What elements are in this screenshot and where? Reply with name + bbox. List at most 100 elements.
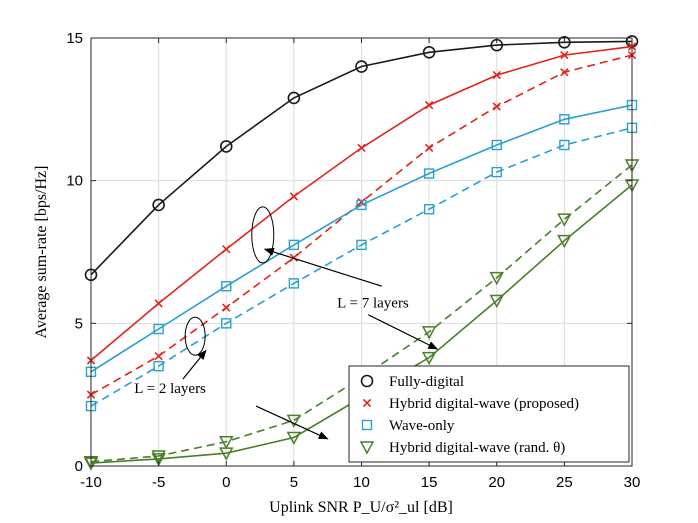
- data-point: [489, 294, 505, 309]
- marker-circle: [152, 198, 165, 212]
- data-point: [357, 143, 366, 153]
- data-point: [222, 244, 231, 254]
- marker-triangle: [359, 441, 375, 455]
- legend-marker: [359, 441, 375, 455]
- data-point: [421, 351, 437, 366]
- marker-square: [423, 203, 435, 215]
- data-point: [424, 100, 434, 110]
- legend-item: Fully-digital: [360, 374, 464, 390]
- marker-circle: [422, 45, 436, 59]
- ticks: [90, 37, 633, 467]
- y-tick-label: 5: [75, 315, 83, 332]
- marker-triangle: [557, 213, 572, 227]
- arrow-L7-to-green: [367, 314, 439, 350]
- x-tick-label: -10: [80, 474, 102, 491]
- marker-triangle: [421, 326, 437, 340]
- marker-cross: [154, 299, 163, 308]
- data-point: [152, 198, 165, 212]
- data-point: [423, 203, 435, 215]
- marker-cross: [424, 143, 434, 153]
- data-point: [557, 213, 572, 227]
- legend-label: Wave-only: [389, 418, 455, 434]
- marker-circle: [355, 60, 368, 73]
- marker-triangle: [151, 453, 166, 467]
- marker-square: [356, 199, 367, 211]
- marker-square: [288, 239, 300, 251]
- series-line: [90, 40, 633, 276]
- marker-triangle: [557, 234, 572, 249]
- data-point: [289, 192, 299, 201]
- data-point: [560, 68, 569, 77]
- tick-labels: -10 -5 0 5 10 15 20 25 30 0 5 10 15: [66, 30, 640, 491]
- data-point: [423, 168, 435, 179]
- marker-cross: [492, 70, 501, 80]
- data-point: [154, 351, 163, 361]
- data-point: [153, 323, 164, 335]
- marker-square: [559, 114, 570, 125]
- y-tick-label: 10: [66, 173, 83, 190]
- data-point: [286, 431, 302, 446]
- marker-triangle: [286, 431, 302, 446]
- data-point: [421, 326, 437, 340]
- series-line: [90, 127, 633, 407]
- x-tick-label: 20: [488, 474, 505, 491]
- data-point: [153, 360, 164, 372]
- data-point: [151, 453, 166, 467]
- legend-item: Wave-only: [361, 418, 455, 434]
- marker-square: [288, 278, 300, 289]
- marker-cross: [424, 100, 434, 110]
- legend-item: Hybrid digital-wave (rand. θ): [359, 440, 565, 456]
- marker-square: [491, 166, 502, 178]
- marker-square: [361, 419, 373, 431]
- data-point: [219, 140, 233, 153]
- marker-cross: [154, 351, 163, 361]
- marker-square: [559, 139, 570, 151]
- y-axis-title: Average sum-rate [bps/Hz]: [33, 166, 50, 339]
- series-line: [90, 104, 633, 373]
- data-point: [557, 234, 572, 249]
- marker-square: [423, 168, 435, 179]
- x-tick-label: 0: [222, 474, 230, 491]
- marker-cross: [560, 50, 569, 60]
- marker-cross: [289, 192, 299, 201]
- x-tick-label: -5: [152, 474, 165, 491]
- data-point: [492, 102, 501, 111]
- x-axis-title: Uplink SNR P_U/σ²_ul [dB]: [269, 499, 453, 516]
- data-point: [288, 239, 300, 251]
- data-point: [491, 166, 502, 178]
- data-point: [286, 414, 302, 428]
- data-point: [559, 114, 570, 125]
- x-tick-label: 30: [624, 474, 641, 491]
- marker-square: [153, 360, 164, 372]
- legend-label: Fully-digital: [389, 374, 464, 390]
- x-tick-label: 25: [556, 474, 573, 491]
- data-point: [222, 303, 231, 312]
- marker-triangle: [218, 435, 234, 450]
- data-point: [560, 50, 569, 60]
- ellipse-L7: [251, 206, 275, 264]
- marker-square: [491, 139, 502, 151]
- marker-circle: [219, 140, 233, 153]
- data-point: [422, 45, 436, 59]
- data-point: [151, 450, 166, 464]
- marker-triangle: [421, 351, 437, 366]
- marker-cross: [357, 143, 366, 153]
- data-point: [424, 143, 434, 153]
- data-point: [221, 318, 232, 329]
- data-point: [221, 281, 232, 292]
- data-point: [218, 435, 234, 450]
- marker-cross: [289, 253, 299, 262]
- legend-item: Hybrid digital-wave (proposed): [362, 396, 579, 412]
- legend-label: Hybrid digital-wave (proposed): [389, 396, 579, 412]
- data-point: [492, 70, 501, 80]
- x-tick-label: 5: [290, 474, 298, 491]
- data-point: [288, 278, 300, 289]
- marker-square: [221, 318, 232, 329]
- data-point: [491, 139, 502, 151]
- legend-label: Hybrid digital-wave (rand. θ): [389, 440, 565, 456]
- marker-square: [153, 323, 164, 335]
- ellipse-L2: [184, 316, 206, 356]
- marker-cross: [222, 303, 231, 312]
- marker-circle: [558, 35, 571, 49]
- y-tick-label: 0: [75, 458, 83, 475]
